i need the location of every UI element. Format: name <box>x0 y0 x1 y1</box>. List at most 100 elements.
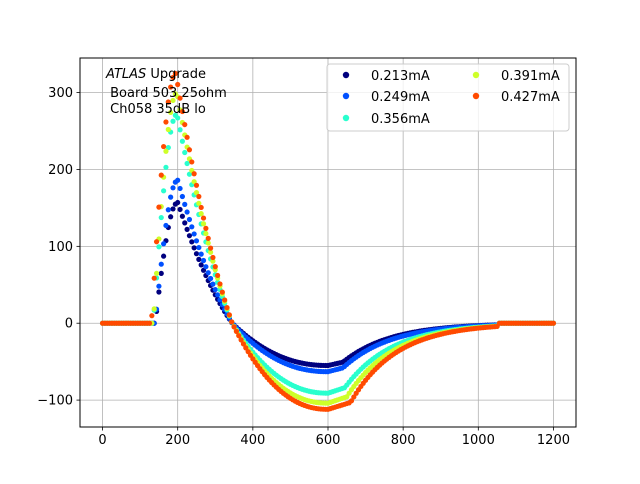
data-point <box>156 204 162 210</box>
data-point <box>348 398 355 404</box>
data-point <box>179 138 185 144</box>
data-point <box>231 324 237 330</box>
data-point <box>168 194 174 200</box>
series-4-points <box>99 70 557 412</box>
y-tick-label: 200 <box>48 163 73 178</box>
data-point <box>163 164 169 170</box>
data-point <box>156 283 162 289</box>
data-point <box>158 214 164 221</box>
data-point <box>193 182 200 188</box>
grid <box>80 58 576 427</box>
x-tick-label: 200 <box>165 433 190 448</box>
data-point <box>184 209 190 215</box>
data-point <box>210 281 216 287</box>
plot-annotation-line2: Board 503 25ohm <box>106 86 227 101</box>
data-point <box>243 345 249 351</box>
y-tick-label: 0 <box>65 317 73 332</box>
data-point <box>151 306 157 312</box>
legend-label-3: 0.391mA <box>501 69 560 84</box>
legend-marker-1 <box>342 92 350 100</box>
legend-label-4: 0.427mA <box>501 90 560 105</box>
data-point <box>238 337 244 343</box>
data-point <box>179 193 185 200</box>
data-point <box>158 261 164 267</box>
data-point <box>240 341 247 347</box>
data-point <box>151 275 157 281</box>
x-tick-label: 800 <box>391 433 416 448</box>
x-tick-label: 600 <box>316 433 341 448</box>
data-point <box>161 143 167 150</box>
data-point <box>236 333 242 339</box>
data-point <box>219 289 225 295</box>
data-point <box>177 127 183 133</box>
legend-box <box>326 63 570 132</box>
data-point <box>153 270 160 276</box>
data-point <box>161 241 167 247</box>
data-point <box>200 257 207 264</box>
data-point <box>186 216 193 223</box>
data-point <box>177 185 183 192</box>
data-point <box>163 148 169 154</box>
data-point <box>165 144 171 151</box>
data-point <box>196 193 202 200</box>
data-point <box>161 188 167 194</box>
data-point <box>158 172 164 178</box>
data-point <box>153 239 160 245</box>
data-point <box>196 244 202 251</box>
data-point <box>179 108 185 115</box>
data-point <box>200 215 207 221</box>
data-point <box>165 207 171 213</box>
data-point <box>168 109 174 116</box>
data-point <box>184 226 190 232</box>
data-point <box>212 286 218 293</box>
data-point <box>186 147 193 153</box>
data-point <box>212 264 218 270</box>
data-point <box>200 221 207 227</box>
data-point <box>198 262 204 268</box>
data-point <box>146 320 153 326</box>
data-point <box>168 214 174 220</box>
data-point <box>184 134 190 140</box>
data-point <box>163 119 169 125</box>
data-point <box>191 245 197 251</box>
data-point <box>158 270 164 277</box>
x-tick-label: 1200 <box>537 433 570 448</box>
data-point <box>351 394 357 400</box>
data-point <box>156 244 162 250</box>
data-point <box>207 249 214 255</box>
legend-label-0: 0.213mA <box>371 69 430 84</box>
data-point <box>203 264 209 270</box>
legend-marker-4 <box>472 92 480 100</box>
data-point <box>161 253 167 259</box>
data-point <box>189 239 195 245</box>
data-point <box>170 185 176 191</box>
data-point <box>215 272 221 279</box>
legend-label-2: 0.356mA <box>371 112 430 127</box>
data-point <box>196 200 202 206</box>
x-tick-label: 400 <box>240 433 265 448</box>
legend-marker-3 <box>472 71 480 79</box>
data-point <box>198 204 204 211</box>
data-point <box>189 159 195 165</box>
legend: 0.213mA 0.249mA 0.356mA 0.391mA 0.427mA <box>326 63 570 132</box>
data-point <box>156 289 162 295</box>
data-point <box>170 74 176 81</box>
x-tick-label: 1000 <box>462 433 495 448</box>
data-point <box>184 160 190 167</box>
data-point <box>203 230 209 237</box>
data-point <box>233 328 240 334</box>
data-point <box>177 95 183 101</box>
annotation-upgrade: Upgrade <box>146 67 206 82</box>
data-point <box>172 70 178 77</box>
data-point <box>168 84 174 90</box>
data-point <box>226 312 232 318</box>
data-point <box>189 224 195 230</box>
data-point <box>198 251 204 257</box>
data-point <box>222 297 228 303</box>
axis-ticks: 0 200 400 600 800 1000 1200 −100 0 100 200 300 <box>37 86 570 448</box>
y-tick-label: −100 <box>37 394 73 409</box>
plot-annotation-line1: ATLAS Upgrade <box>105 67 206 82</box>
data-point <box>203 225 209 231</box>
y-tick-label: 300 <box>48 86 73 101</box>
